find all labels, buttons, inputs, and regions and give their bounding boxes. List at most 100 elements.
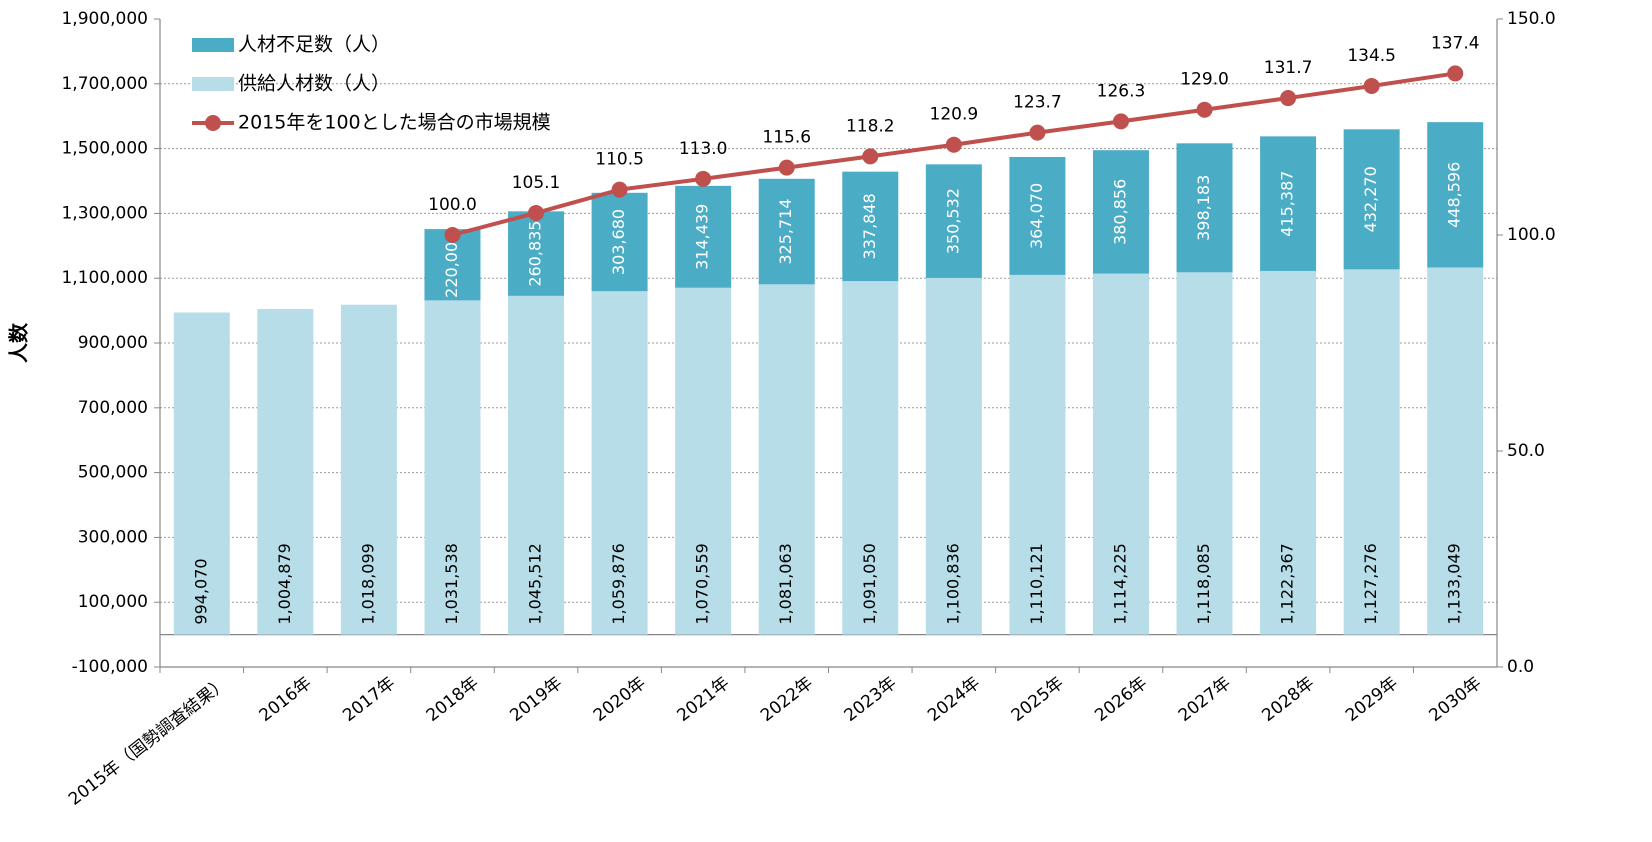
supply-bar bbox=[508, 295, 565, 635]
supply-bar-label: 1,091,050 bbox=[860, 543, 879, 624]
market-size-label: 137.4 bbox=[1431, 33, 1480, 53]
supply-bar-label: 1,018,099 bbox=[358, 543, 377, 624]
legend-supply-swatch bbox=[192, 77, 234, 91]
y2-tick-label: 150.0 bbox=[1507, 9, 1556, 29]
market-size-point bbox=[611, 181, 628, 198]
legend-market-label: 2015年を100とした場合の市場規模 bbox=[238, 112, 551, 134]
shortage-bar bbox=[591, 192, 648, 292]
x-tick-label: 2027年 bbox=[1175, 673, 1235, 726]
market-size-point bbox=[862, 148, 879, 165]
supply-bar bbox=[340, 304, 397, 635]
market-size-point bbox=[1447, 65, 1464, 82]
bars bbox=[173, 122, 1484, 635]
supply-bar bbox=[1092, 273, 1149, 635]
shortage-bar-label: 432,270 bbox=[1361, 166, 1380, 232]
shortage-bar bbox=[758, 178, 815, 285]
market-size-point bbox=[1029, 124, 1046, 141]
shortage-bar-label: 220,000 bbox=[442, 232, 461, 298]
market-size-label: 123.7 bbox=[1013, 93, 1062, 113]
market-size-label: 100.0 bbox=[428, 195, 477, 215]
supply-bar-label: 1,070,559 bbox=[693, 543, 712, 624]
x-tick-label: 2018年 bbox=[423, 673, 483, 726]
market-size-point bbox=[695, 170, 712, 187]
legend-supply-label: 供給人材数（人） bbox=[238, 73, 390, 95]
shortage-bar-label: 314,439 bbox=[693, 204, 712, 270]
supply-bar bbox=[1260, 270, 1317, 635]
supply-bar-label: 1,114,225 bbox=[1110, 543, 1129, 624]
market-size-point bbox=[528, 204, 545, 221]
supply-bar bbox=[842, 281, 899, 635]
shortage-bar bbox=[1260, 136, 1317, 271]
supply-bar-label: 1,110,121 bbox=[1027, 543, 1046, 624]
market-line: 100.0 105.1 110.5 113.0 115.6 118.2 120.9 123.7… bbox=[428, 33, 1480, 243]
x-tick-label: 2017年 bbox=[339, 673, 399, 726]
supply-bar-label: 994,070 bbox=[191, 558, 210, 624]
shortage-bar-label: 350,532 bbox=[943, 188, 962, 254]
shortage-bar-label: 337,848 bbox=[860, 193, 879, 259]
supply-bar bbox=[1343, 269, 1400, 635]
supply-bar bbox=[1427, 267, 1484, 635]
x-tick-label: 2025年 bbox=[1008, 673, 1068, 726]
supply-bar-label: 1,045,512 bbox=[526, 543, 545, 624]
shortage-bar-label: 415,387 bbox=[1278, 171, 1297, 237]
supply-bar-label: 1,133,049 bbox=[1445, 543, 1464, 624]
x-tick-label: 2019年 bbox=[506, 673, 566, 726]
market-size-label: 126.3 bbox=[1097, 81, 1146, 101]
market-size-point bbox=[1280, 90, 1297, 107]
shortage-bar-label: 260,835 bbox=[526, 221, 545, 287]
shortage-bar bbox=[1427, 122, 1484, 268]
x-tick-label: 2026年 bbox=[1091, 673, 1151, 726]
market-size-label: 110.5 bbox=[595, 150, 644, 170]
x-tick-label: 2030年 bbox=[1426, 673, 1486, 726]
supply-bar-label: 1,081,063 bbox=[776, 543, 795, 624]
supply-bar bbox=[925, 277, 982, 635]
market-size-label: 118.2 bbox=[846, 116, 895, 136]
shortage-bar-label: 448,596 bbox=[1445, 162, 1464, 228]
supply-bar bbox=[257, 309, 314, 635]
x-tick-label: 2028年 bbox=[1258, 673, 1318, 726]
shortage-bar bbox=[925, 164, 982, 278]
market-size-point bbox=[945, 136, 962, 153]
y-tick-label: 1,500,000 bbox=[61, 139, 148, 159]
y2-tick-label: 0.0 bbox=[1507, 657, 1534, 677]
x-tick-label: 2022年 bbox=[757, 673, 817, 726]
y-tick-label: 300,000 bbox=[78, 527, 148, 547]
supply-bar bbox=[758, 284, 815, 635]
shortage-bar bbox=[1343, 129, 1400, 270]
supply-bar-label: 1,100,836 bbox=[943, 543, 962, 624]
supply-bar bbox=[173, 312, 230, 635]
y-tick-label: 700,000 bbox=[78, 398, 148, 418]
y-tick-label: 1,900,000 bbox=[61, 9, 148, 29]
supply-bar-label: 1,059,876 bbox=[609, 543, 628, 624]
market-size-label: 115.6 bbox=[762, 128, 811, 148]
supply-bar-label: 1,127,276 bbox=[1361, 543, 1380, 624]
supply-bar bbox=[675, 287, 732, 635]
y-tick-label: 1,100,000 bbox=[61, 268, 148, 288]
x-tick-label: 2029年 bbox=[1342, 673, 1402, 726]
y-tick-label: 1,700,000 bbox=[61, 74, 148, 94]
shortage-bar bbox=[1176, 143, 1233, 273]
x-tick-label: 2021年 bbox=[674, 673, 734, 726]
y-axis-title: 人数 bbox=[7, 322, 31, 363]
shortage-bar bbox=[508, 211, 565, 296]
x-tick-label: 2023年 bbox=[841, 673, 901, 726]
shortage-bar bbox=[842, 171, 899, 282]
legend-shortage-swatch bbox=[192, 38, 234, 52]
labels: 994,070 1,004,879 1,018,099 1,031,538 220,00… bbox=[191, 162, 1463, 625]
shortage-bar-label: 398,183 bbox=[1194, 175, 1213, 241]
x-tick-label: 2015年（国勢調査結果） bbox=[65, 673, 232, 810]
market-size-label: 134.5 bbox=[1347, 46, 1396, 66]
x-tick-label: 2016年 bbox=[256, 673, 316, 726]
supply-bar bbox=[424, 300, 481, 635]
legend-shortage-label: 人材不足数（人） bbox=[238, 34, 390, 56]
supply-bar-label: 1,031,538 bbox=[442, 543, 461, 624]
shortage-bar-label: 364,070 bbox=[1027, 183, 1046, 249]
supply-bar-label: 1,004,879 bbox=[275, 543, 294, 624]
shortage-bar-label: 325,714 bbox=[776, 198, 795, 264]
market-size-label: 113.0 bbox=[679, 139, 728, 159]
y-tick-label: 1,300,000 bbox=[61, 203, 148, 223]
y-tick-label: 500,000 bbox=[78, 463, 148, 483]
market-size-point bbox=[1112, 113, 1129, 130]
